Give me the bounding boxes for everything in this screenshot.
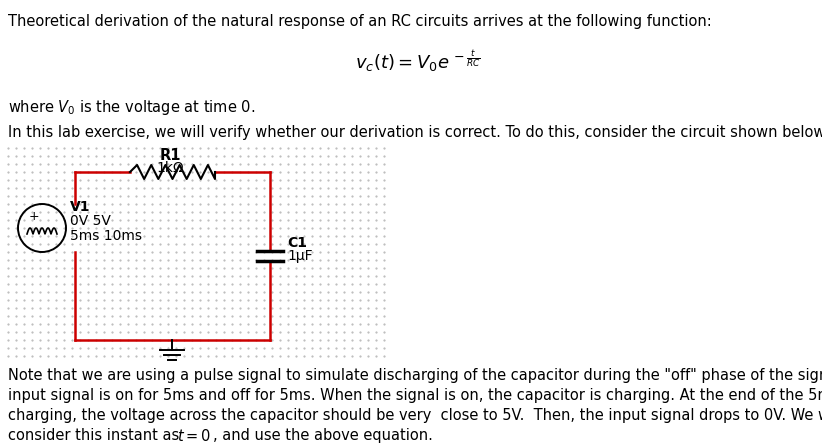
Text: consider this instant as: consider this instant as bbox=[8, 428, 184, 443]
Text: Theoretical derivation of the natural response of an RC circuits arrives at the : Theoretical derivation of the natural re… bbox=[8, 14, 712, 29]
Text: charging, the voltage across the capacitor should be very  close to 5V.  Then, t: charging, the voltage across the capacit… bbox=[8, 408, 822, 423]
Text: +: + bbox=[29, 210, 39, 223]
Text: , and use the above equation.: , and use the above equation. bbox=[213, 428, 433, 443]
Text: $t = 0$: $t = 0$ bbox=[177, 428, 211, 444]
Text: 1μF: 1μF bbox=[287, 249, 312, 263]
Text: In this lab exercise, we will verify whether our derivation is correct. To do th: In this lab exercise, we will verify whe… bbox=[8, 125, 822, 140]
Text: 0V 5V: 0V 5V bbox=[70, 214, 111, 228]
Text: R1: R1 bbox=[159, 148, 181, 163]
Text: input signal is on for 5ms and off for 5ms. When the signal is on, the capacitor: input signal is on for 5ms and off for 5… bbox=[8, 388, 822, 403]
Text: where $V_0$ is the voltage at time 0.: where $V_0$ is the voltage at time 0. bbox=[8, 98, 256, 117]
Text: C1: C1 bbox=[287, 236, 307, 250]
Text: V1: V1 bbox=[70, 200, 90, 214]
Text: $v_c(t) = V_0 e^{\,-\frac{t}{RC}}$: $v_c(t) = V_0 e^{\,-\frac{t}{RC}}$ bbox=[355, 48, 481, 74]
Text: Note that we are using a pulse signal to simulate discharging of the capacitor d: Note that we are using a pulse signal to… bbox=[8, 368, 822, 383]
Text: 5ms 10ms: 5ms 10ms bbox=[70, 229, 142, 243]
Text: 1kΩ: 1kΩ bbox=[156, 161, 184, 175]
